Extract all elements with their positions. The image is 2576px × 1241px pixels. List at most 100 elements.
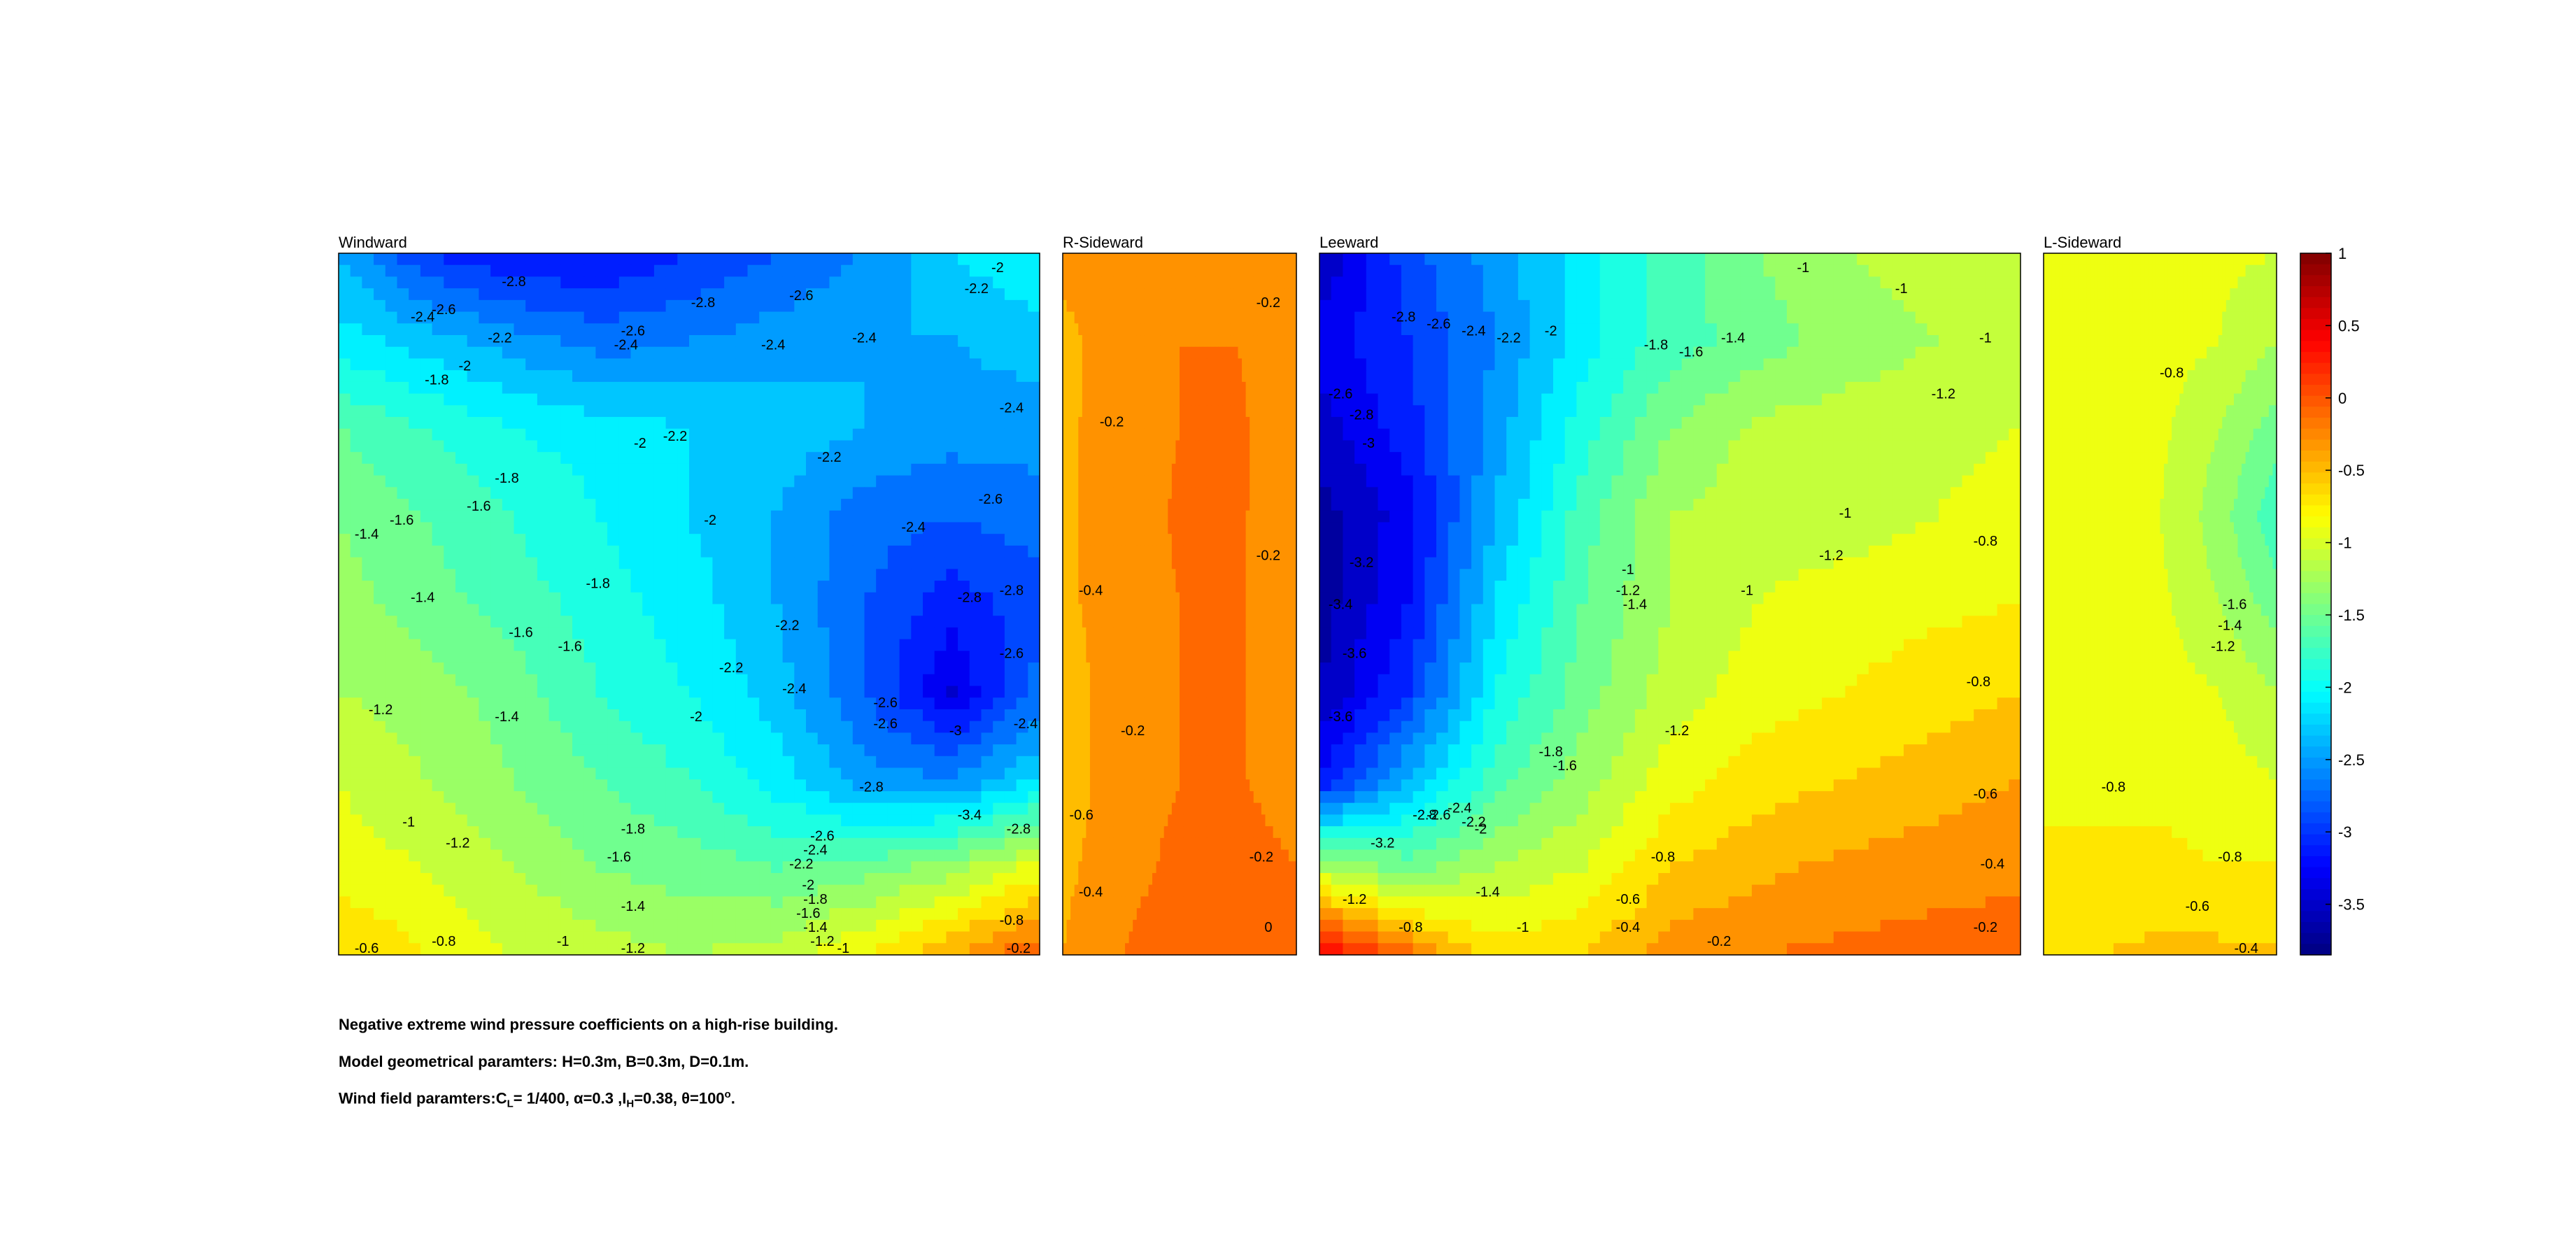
contour-cell — [1206, 335, 1212, 348]
contour-cell — [1004, 896, 1017, 909]
contour-cell — [1288, 417, 1294, 430]
contour-cell — [1082, 323, 1087, 336]
contour-cell — [339, 264, 351, 278]
contour-cell — [362, 732, 374, 745]
contour-cell — [490, 440, 503, 453]
contour-cell — [1160, 417, 1165, 430]
contour-cell — [923, 370, 935, 383]
contour-cell — [735, 370, 749, 383]
contour-cell — [806, 475, 819, 488]
contour-cell — [537, 837, 550, 851]
contour-cell — [537, 393, 550, 406]
contour-cell — [770, 569, 784, 581]
contour-cell — [397, 510, 409, 523]
contour-cell — [362, 767, 374, 780]
contour-cell — [1128, 487, 1133, 499]
contour-cell — [1078, 358, 1083, 371]
contour-cell — [829, 581, 842, 593]
contour-cell — [1028, 790, 1040, 804]
contour-cell — [1250, 358, 1254, 371]
contour-cell — [817, 721, 830, 733]
contour-cell — [993, 288, 1005, 301]
contour-cell — [981, 779, 993, 792]
contour-cell — [1233, 440, 1239, 453]
contour-cell — [782, 311, 795, 324]
contour-cell — [794, 370, 807, 383]
contour-cell — [339, 417, 351, 430]
contour-cell — [362, 323, 374, 336]
contour-cell — [829, 756, 842, 769]
contour-cell — [1148, 276, 1153, 289]
contour-cell — [374, 756, 386, 769]
contour-cell — [350, 510, 362, 523]
contour-cell — [385, 264, 398, 278]
contour-cell — [981, 896, 993, 909]
contour-cell — [1082, 346, 1087, 360]
contour-cell — [1183, 463, 1188, 476]
contour-cell — [1210, 276, 1215, 289]
contour-cell — [560, 721, 573, 733]
contour-cell — [712, 826, 725, 839]
contour-cell — [993, 335, 1005, 348]
contour-cell — [1160, 253, 1165, 266]
contour-cell — [1156, 510, 1161, 523]
contour-cell — [479, 837, 491, 851]
contour-cell — [759, 276, 772, 289]
contour-cell — [397, 299, 409, 313]
contour-cell — [1226, 335, 1231, 348]
contour-cell — [583, 405, 596, 418]
contour-cell — [911, 674, 923, 687]
contour-cell — [1206, 417, 1212, 430]
contour-cell — [549, 370, 561, 383]
contour-cell — [1163, 417, 1168, 430]
contour-cell — [876, 779, 889, 792]
contour-cell — [607, 767, 620, 780]
contour-cell — [560, 756, 573, 769]
contour-cell — [549, 463, 561, 476]
contour-cell — [700, 779, 713, 792]
contour-cell — [759, 896, 772, 909]
contour-cell — [946, 674, 958, 687]
contour-cell — [806, 358, 819, 371]
contour-cell — [876, 534, 889, 546]
contour-cell — [829, 346, 842, 360]
contour-cell — [1230, 335, 1235, 348]
contour-cell — [1288, 510, 1294, 523]
contour-cell — [618, 837, 632, 851]
contour-cell — [642, 872, 655, 886]
contour-cell — [1269, 358, 1274, 371]
contour-cell — [864, 393, 877, 406]
contour-cell — [525, 814, 538, 827]
contour-cell — [689, 522, 702, 534]
contour-cell — [665, 370, 678, 383]
contour-cell — [934, 346, 947, 360]
contour-cell — [841, 393, 854, 406]
contour-cell — [946, 931, 958, 944]
contour-cell — [1066, 487, 1071, 499]
contour-cell — [514, 662, 526, 675]
contour-cell — [1233, 253, 1239, 266]
contour-cell — [817, 346, 830, 360]
contour-cell — [794, 288, 807, 301]
contour-cell — [1125, 288, 1130, 301]
contour-cell — [841, 744, 854, 757]
contour-cell — [911, 370, 923, 383]
contour-cell — [1094, 487, 1098, 499]
contour-cell — [653, 884, 667, 898]
contour-cell — [1109, 288, 1114, 301]
contour-cell — [899, 452, 912, 465]
contour-cell — [537, 299, 550, 313]
contour-cell — [362, 779, 374, 792]
contour-cell — [432, 299, 444, 313]
contour-cell — [665, 276, 678, 289]
contour-cell — [1125, 276, 1130, 289]
contour-cell — [747, 849, 760, 862]
contour-cell — [735, 709, 749, 722]
contour-cell — [397, 662, 409, 675]
contour-cell — [1016, 452, 1028, 465]
contour-cell — [1210, 510, 1215, 523]
contour-cell — [595, 311, 608, 324]
contour-cell — [560, 299, 573, 313]
contour-cell — [934, 452, 947, 465]
contour-cell — [374, 393, 386, 406]
